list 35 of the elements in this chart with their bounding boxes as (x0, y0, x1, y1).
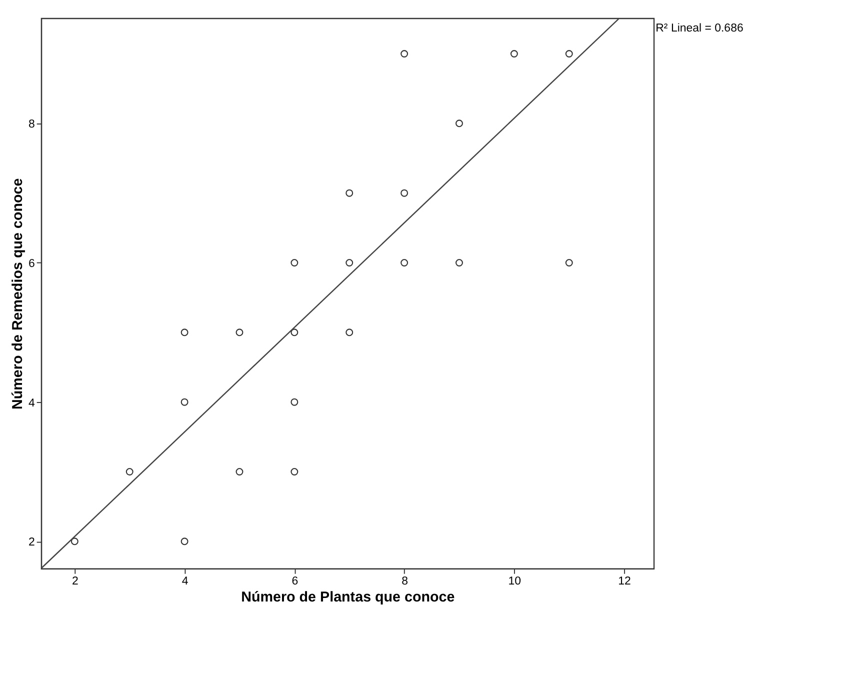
point (290, 259, 298, 266)
point (180, 538, 188, 546)
point (236, 468, 244, 476)
x-tick-label: 2 (72, 575, 78, 588)
x-tick-label: 12 (618, 575, 631, 588)
point (565, 259, 573, 266)
point (456, 259, 463, 266)
y-tick-label: 8 (28, 118, 35, 131)
point (400, 50, 408, 58)
text: R² Lineal = 0.686 (656, 22, 744, 35)
point (180, 398, 188, 406)
point (70, 538, 78, 546)
x-tick-label: 10 (508, 575, 522, 588)
point (456, 120, 463, 128)
point (180, 328, 188, 336)
x-tick-label: 8 (402, 575, 408, 588)
point (236, 328, 244, 336)
y-tick-label: 4 (28, 397, 36, 410)
point (400, 259, 408, 266)
point (346, 328, 354, 336)
x-axis-title: Número de Plantas que conoce (241, 590, 455, 606)
point (510, 50, 518, 58)
point (346, 189, 354, 197)
point (346, 259, 354, 266)
point (565, 50, 573, 58)
y-axis-title: Número de Remedios que conoce (10, 178, 26, 410)
x-tick-label: 4 (182, 575, 189, 588)
point (290, 328, 298, 336)
y-tick-label: 6 (28, 258, 35, 270)
point (400, 189, 408, 197)
point (290, 468, 298, 476)
y-tick-label: 2 (28, 536, 35, 549)
x-tick-label: 6 (292, 575, 298, 588)
point (290, 398, 298, 406)
point (126, 468, 134, 476)
